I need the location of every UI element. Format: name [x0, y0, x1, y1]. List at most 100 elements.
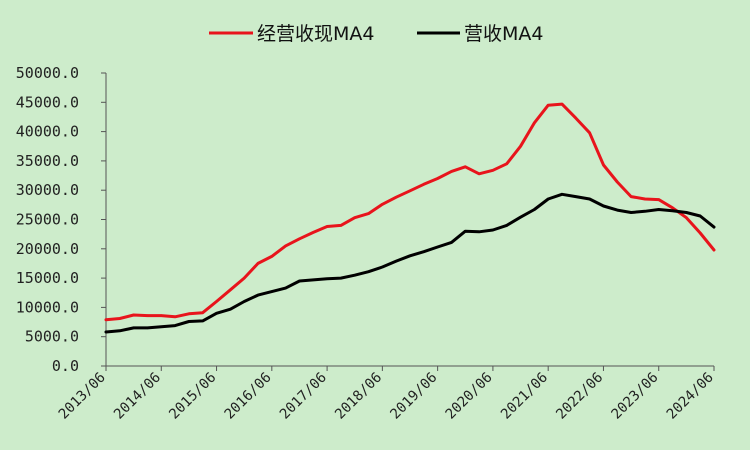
data-point	[312, 278, 315, 282]
y-tick-label: 40000.0	[16, 123, 79, 141]
data-point	[215, 312, 218, 315]
data-point	[477, 230, 481, 234]
data-point	[712, 225, 716, 229]
x-tick-label: 2023/06	[609, 370, 662, 423]
data-point	[229, 288, 232, 292]
data-point	[201, 319, 204, 323]
data-point	[616, 208, 619, 212]
data-point	[602, 204, 605, 208]
data-point	[657, 208, 660, 211]
data-point	[284, 286, 287, 290]
data-point	[256, 293, 260, 297]
data-point	[560, 102, 564, 106]
y-tick-label: 0.0	[52, 357, 79, 375]
data-point	[436, 177, 439, 180]
data-point	[505, 224, 508, 227]
data-point	[450, 170, 453, 173]
data-point	[173, 315, 177, 318]
data-point	[187, 312, 191, 316]
data-point	[560, 193, 564, 196]
data-point	[270, 290, 274, 293]
y-tick-label: 25000.0	[16, 211, 79, 229]
data-point	[118, 329, 122, 333]
data-point	[132, 326, 135, 330]
data-point	[519, 145, 522, 148]
data-point	[104, 318, 108, 321]
data-point	[408, 254, 412, 258]
data-point	[685, 211, 688, 214]
data-point	[602, 163, 605, 167]
x-tick-label: 2022/06	[553, 370, 606, 423]
data-point	[284, 244, 287, 248]
data-point	[408, 189, 412, 192]
y-tick-label: 45000.0	[16, 93, 79, 111]
data-point	[505, 162, 508, 166]
data-point	[367, 212, 370, 215]
data-point	[215, 300, 218, 303]
y-tick-label: 5000.0	[25, 328, 79, 346]
y-tick-label: 20000.0	[16, 240, 79, 258]
data-point	[436, 245, 439, 249]
data-point	[546, 104, 550, 107]
x-tick-label: 2017/06	[277, 370, 330, 423]
x-tick-label: 2020/06	[443, 370, 496, 423]
data-point	[671, 209, 674, 212]
data-point	[256, 262, 260, 265]
data-point	[325, 277, 329, 280]
y-tick-label: 35000.0	[16, 152, 79, 170]
data-point	[339, 224, 343, 227]
legend: 经营收现MA4 营收MA4	[209, 23, 543, 45]
data-point	[422, 183, 426, 186]
data-point	[588, 131, 591, 134]
x-axis: 2013/06 2014/06 2015/06 2016/06 2017/06 2018/…	[56, 365, 717, 423]
data-point	[381, 265, 384, 269]
data-point	[381, 203, 384, 206]
legend-label: 经营收现MA4	[257, 23, 374, 45]
legend-item: 经营收现MA4	[209, 23, 374, 45]
data-point	[146, 326, 149, 330]
data-point	[367, 270, 370, 273]
data-point	[698, 214, 702, 218]
data-point	[312, 231, 315, 234]
data-point	[574, 195, 578, 198]
plot-area	[104, 102, 716, 334]
x-tick-label: 2024/06	[664, 370, 717, 423]
data-point	[616, 180, 619, 184]
data-point	[477, 172, 481, 175]
data-point	[588, 197, 591, 201]
data-point	[422, 250, 426, 253]
x-tick-label: 2013/06	[56, 370, 109, 423]
series-1	[104, 102, 716, 322]
data-point	[242, 300, 246, 303]
data-point	[533, 208, 536, 211]
data-point	[298, 279, 301, 283]
x-tick-label: 2018/06	[332, 370, 385, 423]
data-point	[533, 121, 536, 125]
data-point	[519, 215, 522, 219]
data-point	[270, 255, 274, 258]
data-point	[173, 324, 177, 327]
x-tick-label: 2021/06	[498, 370, 551, 423]
x-tick-label: 2015/06	[166, 370, 219, 423]
series-line	[104, 192, 716, 334]
data-point	[698, 231, 702, 235]
data-point	[394, 196, 398, 199]
data-point	[146, 314, 149, 317]
data-point	[546, 197, 550, 201]
data-point	[671, 206, 674, 209]
data-point	[187, 320, 191, 323]
x-tick-label: 2016/06	[222, 370, 275, 423]
legend-label: 营收MA4	[464, 23, 543, 45]
y-tick-label: 50000.0	[16, 64, 79, 82]
data-point	[298, 237, 301, 241]
data-point	[242, 276, 246, 280]
y-tick-label: 10000.0	[16, 298, 79, 316]
data-point	[685, 216, 688, 219]
data-point	[629, 211, 633, 214]
data-point	[118, 317, 122, 320]
data-point	[104, 330, 108, 334]
x-tick-label: 2019/06	[387, 370, 440, 423]
data-point	[325, 225, 329, 228]
data-point	[132, 313, 135, 317]
